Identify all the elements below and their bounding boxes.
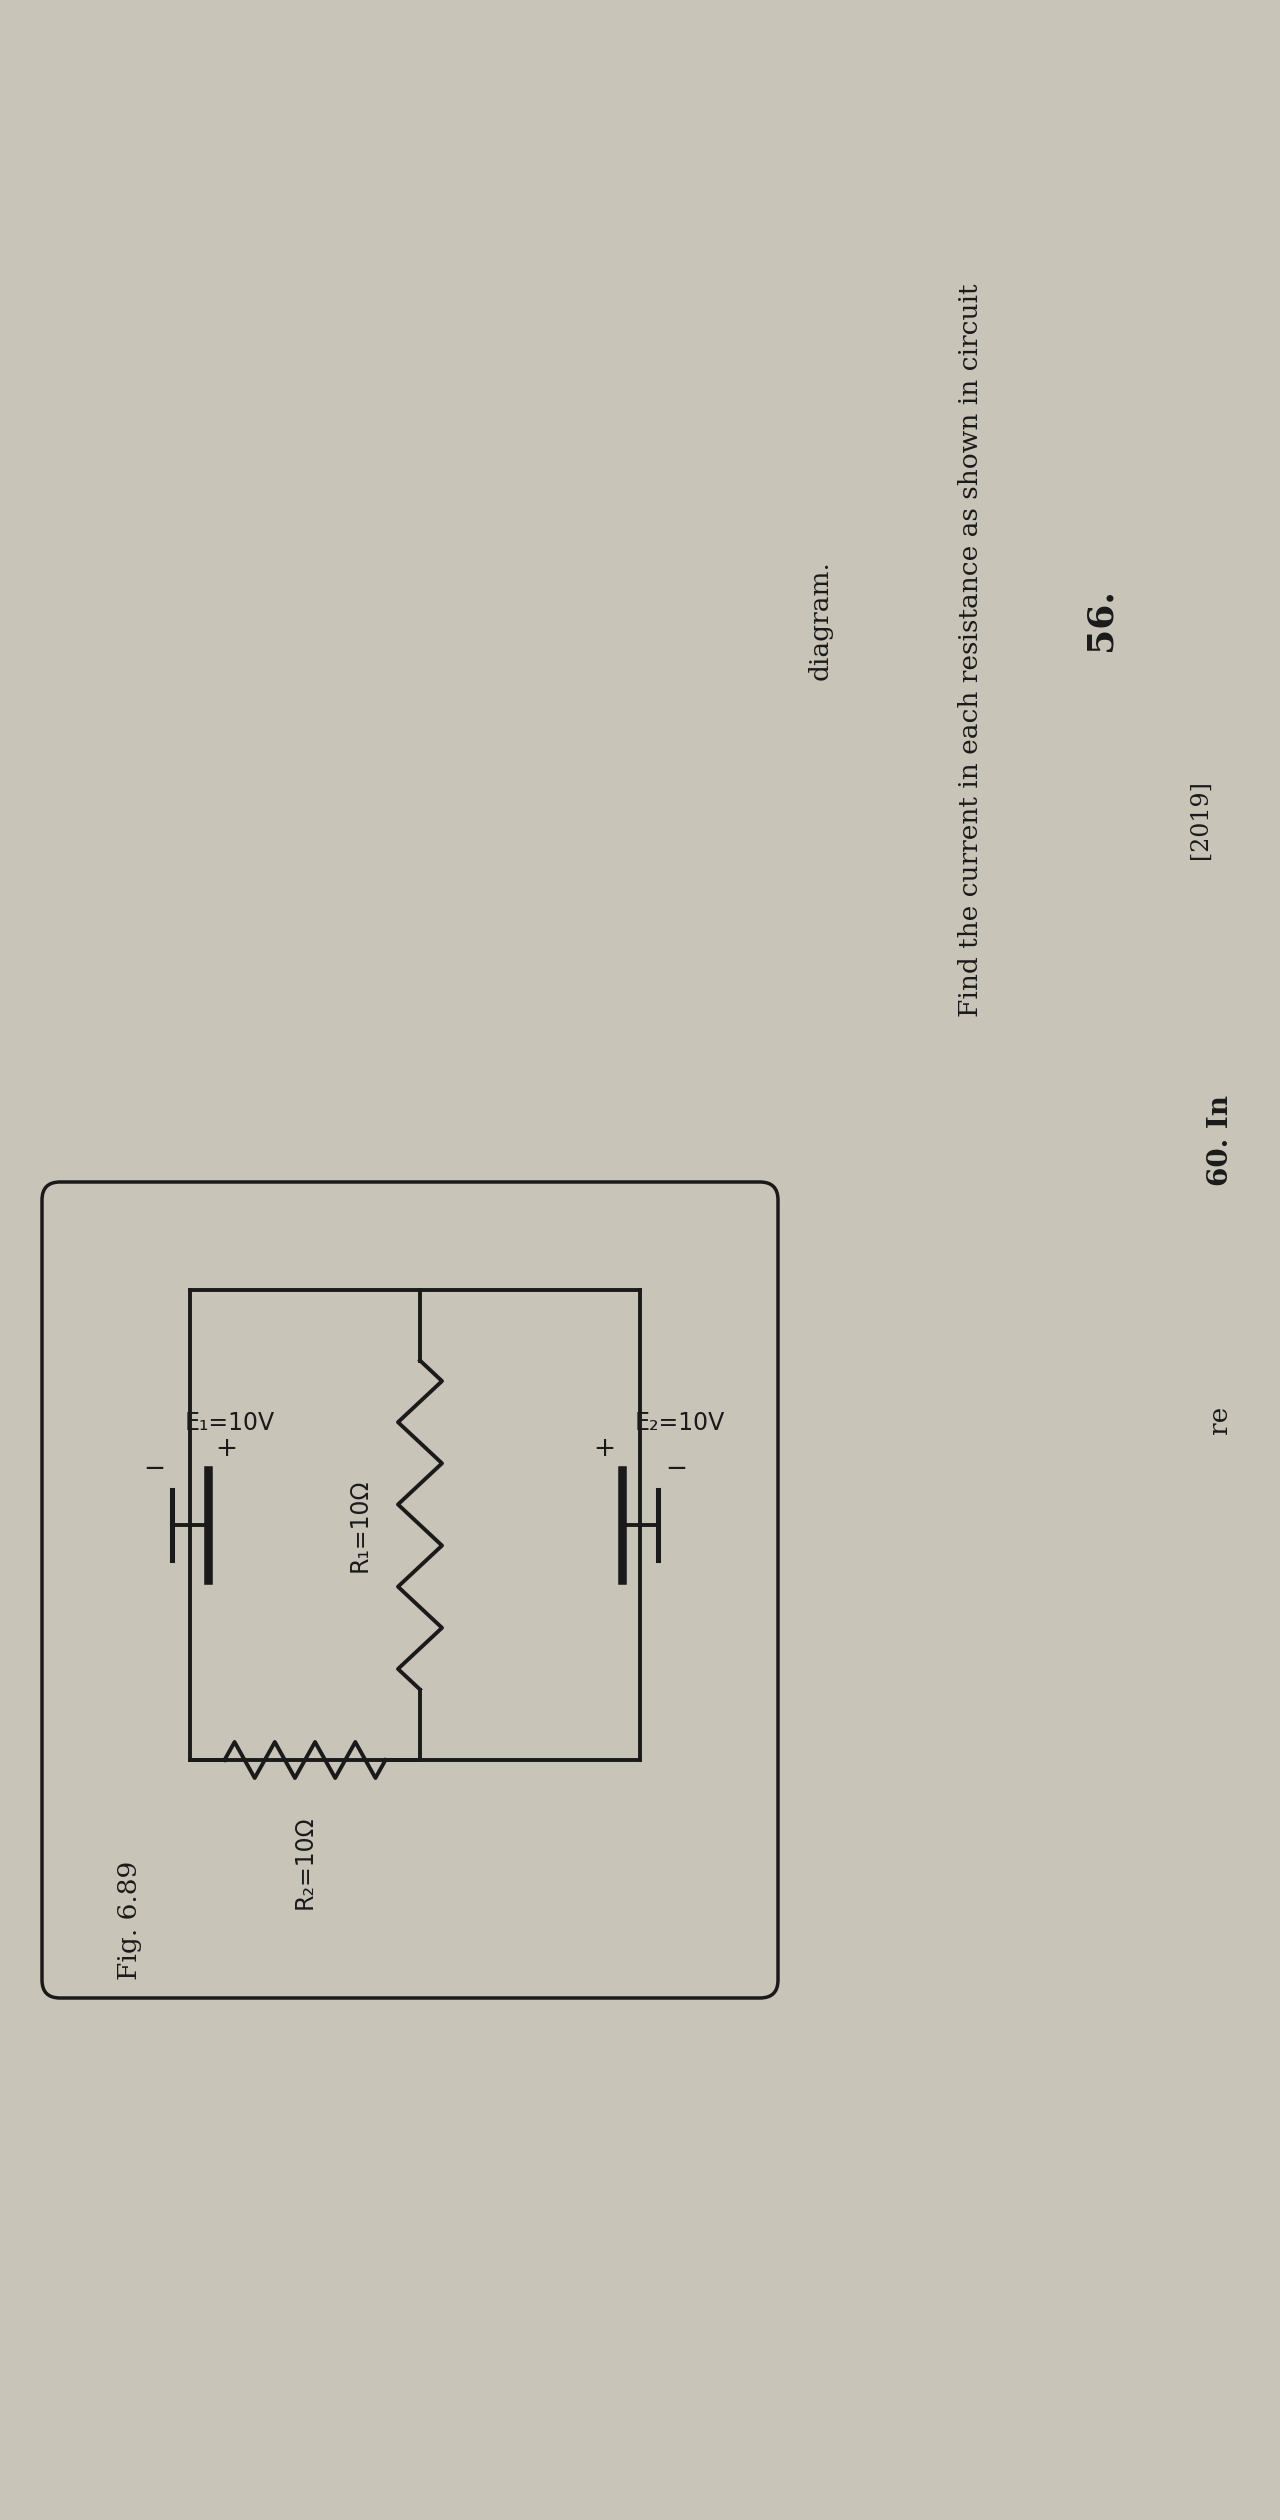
Text: Fig. 6.89: Fig. 6.89 [118, 1860, 142, 1981]
Text: E₂=10V: E₂=10V [635, 1411, 726, 1434]
Text: 60. In: 60. In [1207, 1094, 1234, 1184]
Text: −: − [664, 1457, 687, 1482]
Text: diagram.: diagram. [808, 559, 832, 680]
Text: R₂=10Ω: R₂=10Ω [293, 1814, 317, 1908]
FancyBboxPatch shape [42, 1182, 778, 1998]
Text: Find the current in each resistance as shown in circuit: Find the current in each resistance as s… [957, 282, 983, 1016]
Text: +: + [215, 1436, 237, 1462]
Text: R₁=10Ω: R₁=10Ω [348, 1479, 372, 1572]
Text: re: re [1207, 1406, 1233, 1434]
Text: [2019]: [2019] [1189, 781, 1211, 859]
Text: −: − [143, 1457, 165, 1482]
Text: +: + [593, 1436, 614, 1462]
Text: 56.: 56. [1083, 590, 1117, 653]
Text: E₁=10V: E₁=10V [184, 1411, 275, 1434]
